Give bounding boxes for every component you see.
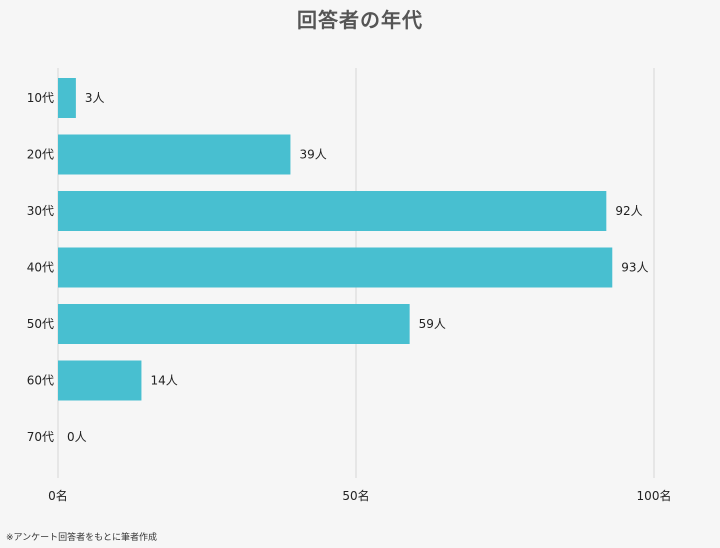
bar-10代 [58, 78, 76, 118]
category-label: 10代 [27, 91, 54, 105]
chart-title: 回答者の年代 [297, 8, 423, 32]
bar-40代 [58, 247, 613, 288]
bar-layer [58, 78, 613, 401]
bar-30代 [58, 191, 607, 231]
bar-60代 [58, 360, 142, 401]
data-label: 92人 [615, 204, 642, 218]
category-label: 50代 [27, 317, 54, 331]
category-label: 30代 [27, 204, 54, 218]
bar-50代 [58, 304, 410, 344]
category-label: 60代 [27, 374, 54, 388]
data-label: 3人 [85, 91, 105, 105]
source-note: ※アンケート回答者をもとに筆者作成 [6, 533, 158, 543]
label-layer: 0名 50名 100名 10代 3人 20代 39人 30代 92人 40代 93人 50代 59人 60… [27, 91, 672, 503]
category-label: 20代 [27, 148, 54, 162]
x-tick-label: 0名 [48, 488, 68, 503]
category-label: 40代 [27, 261, 54, 275]
data-label: 0人 [67, 430, 87, 444]
data-label: 59人 [419, 317, 446, 331]
x-tick-label: 100名 [637, 488, 672, 503]
bar-chart: 0名 50名 100名 10代 3人 20代 39人 30代 92人 40代 93人 50代 59人 60… [27, 68, 672, 503]
bar-20代 [58, 134, 291, 175]
data-label: 93人 [621, 261, 648, 275]
data-label: 39人 [299, 148, 326, 162]
data-label: 14人 [150, 374, 177, 388]
x-tick-label: 50名 [342, 488, 369, 503]
category-label: 70代 [27, 430, 54, 444]
